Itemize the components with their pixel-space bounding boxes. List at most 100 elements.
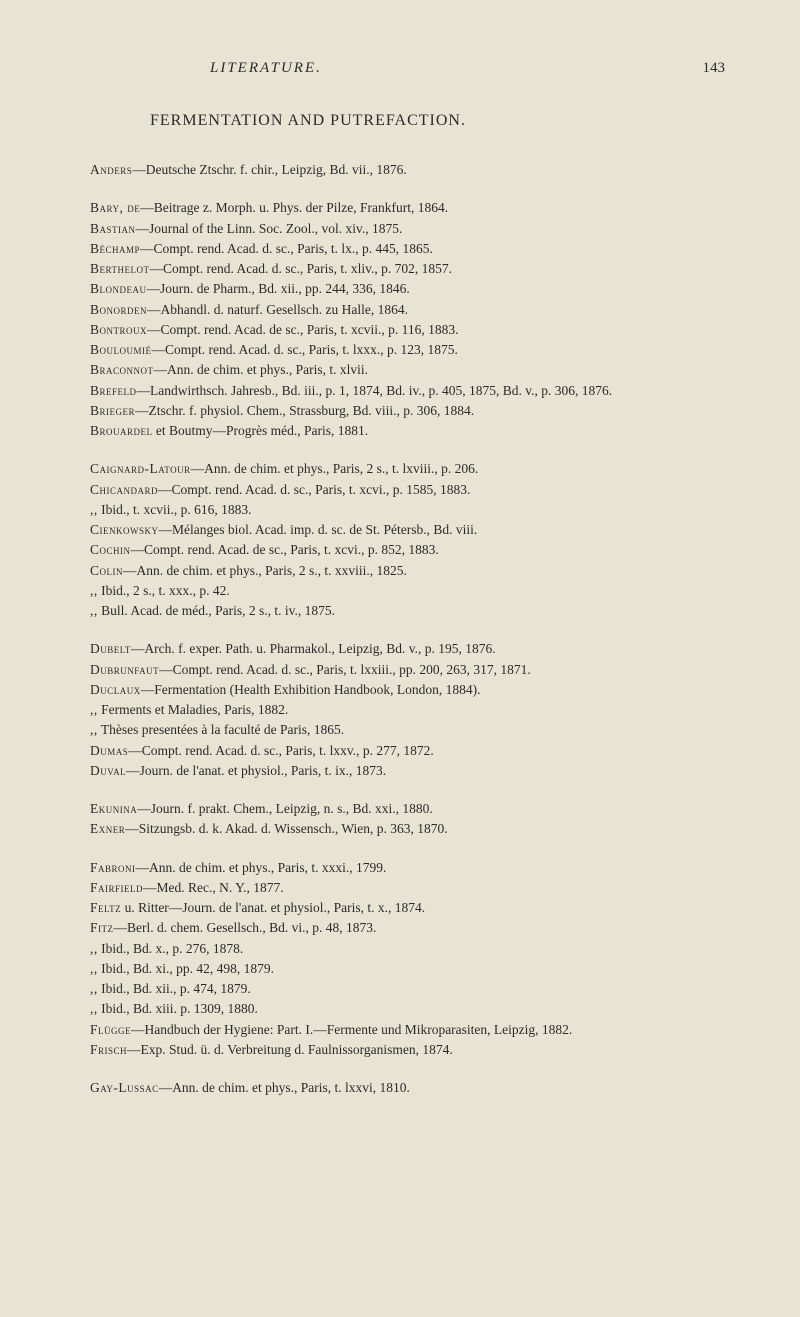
entry-author: Brieger bbox=[90, 403, 135, 418]
entry-citation: —Ann. de chim. et phys., Paris, t. xlvii… bbox=[154, 362, 368, 377]
entry-author: Bouloumié bbox=[90, 342, 152, 357]
entry-citation: —Sitzungsb. d. k. Akad. d. Wissensch., W… bbox=[125, 821, 447, 836]
entry-citation: —Med. Rec., N. Y., 1877. bbox=[143, 880, 284, 895]
bibliography-entry: ,, Ibid., t. xcvii., p. 616, 1883. bbox=[90, 500, 725, 520]
entry-citation: Ibid., Bd. x., p. 276, 1878. bbox=[98, 941, 244, 956]
entry-citation: —Mélanges biol. Acad. imp. d. sc. de St.… bbox=[159, 522, 478, 537]
bibliography-content: Anders—Deutsche Ztschr. f. chir., Leipzi… bbox=[90, 160, 725, 1098]
entry-block: Gay-Lussac—Ann. de chim. et phys., Paris… bbox=[90, 1078, 725, 1098]
bibliography-entry: Colin—Ann. de chim. et phys., Paris, 2 s… bbox=[90, 561, 725, 581]
entry-author: Dumas bbox=[90, 743, 128, 758]
entry-citation: —Compt. rend. Acad. d. sc., Paris, t. lx… bbox=[159, 662, 531, 677]
entry-author: ,, bbox=[90, 981, 98, 996]
entry-author: Frisch bbox=[90, 1042, 127, 1057]
entry-citation: Bull. Acad. de méd., Paris, 2 s., t. iv.… bbox=[98, 603, 335, 618]
bibliography-entry: ,, Bull. Acad. de méd., Paris, 2 s., t. … bbox=[90, 601, 725, 621]
bibliography-entry: Feltz u. Ritter—Journ. de l'anat. et phy… bbox=[90, 898, 725, 918]
entry-citation: Ferments et Maladies, Paris, 1882. bbox=[98, 702, 288, 717]
entry-citation: —Berl. d. chem. Gesellsch., Bd. vi., p. … bbox=[114, 920, 377, 935]
entry-citation: —Compt. rend. Acad. d. sc., Paris, t. xl… bbox=[149, 261, 451, 276]
entry-citation: —Arch. f. exper. Path. u. Pharmakol., Le… bbox=[131, 641, 496, 656]
entry-author: ,, bbox=[90, 941, 98, 956]
entry-citation: et Boutmy—Progrès méd., Paris, 1881. bbox=[153, 423, 369, 438]
page-header: LITERATURE. 143 bbox=[90, 60, 725, 77]
entry-author: Fairfield bbox=[90, 880, 143, 895]
entry-block: Anders—Deutsche Ztschr. f. chir., Leipzi… bbox=[90, 160, 725, 180]
entry-citation: —Beitrage z. Morph. u. Phys. der Pilze, … bbox=[140, 200, 448, 215]
entry-author: Anders bbox=[90, 162, 132, 177]
entry-author: Brouardel bbox=[90, 423, 153, 438]
entry-citation: —Journ. de Pharm., Bd. xii., pp. 244, 33… bbox=[147, 281, 410, 296]
entry-citation: Ibid., Bd. xii., p. 474, 1879. bbox=[98, 981, 251, 996]
bibliography-entry: ,, Ibid., 2 s., t. xxx., p. 42. bbox=[90, 581, 725, 601]
bibliography-entry: ,, Thèses presentées à la faculté de Par… bbox=[90, 720, 725, 740]
entry-citation: —Compt. rend. Acad. d. sc., Paris, t. xc… bbox=[158, 482, 470, 497]
entry-author: ,, bbox=[90, 702, 98, 717]
bibliography-entry: ,, Ibid., Bd. xiii. p. 1309, 1880. bbox=[90, 999, 725, 1019]
bibliography-entry: Duval—Journ. de l'anat. et physiol., Par… bbox=[90, 761, 725, 781]
entry-author: Cochin bbox=[90, 542, 131, 557]
bibliography-entry: Caignard-Latour—Ann. de chim. et phys., … bbox=[90, 459, 725, 479]
section-title: FERMENTATION AND PUTREFACTION. bbox=[150, 112, 725, 130]
entry-citation: —Compt. rend. Acad. de sc., Paris, t. xc… bbox=[147, 322, 458, 337]
entry-citation: —Journ. f. prakt. Chem., Leipzig, n. s.,… bbox=[137, 801, 432, 816]
entry-block: Dubelt—Arch. f. exper. Path. u. Pharmako… bbox=[90, 639, 725, 781]
entry-author: ,, bbox=[90, 961, 98, 976]
bibliography-entry: Béchamp—Compt. rend. Acad. d. sc., Paris… bbox=[90, 239, 725, 259]
entry-author: ,, bbox=[90, 722, 98, 737]
entry-citation: Ibid., Bd. xiii. p. 1309, 1880. bbox=[98, 1001, 258, 1016]
entry-author: Bastian bbox=[90, 221, 136, 236]
entry-citation: —Journal of the Linn. Soc. Zool., vol. x… bbox=[136, 221, 403, 236]
entry-block: Ekunina—Journ. f. prakt. Chem., Leipzig,… bbox=[90, 799, 725, 840]
bibliography-entry: Ekunina—Journ. f. prakt. Chem., Leipzig,… bbox=[90, 799, 725, 819]
entry-author: ,, bbox=[90, 583, 98, 598]
bibliography-entry: Flügge—Handbuch der Hygiene: Part. I.—Fe… bbox=[90, 1020, 725, 1040]
entry-citation: —Fermentation (Health Exhibition Handboo… bbox=[141, 682, 481, 697]
bibliography-entry: Bastian—Journal of the Linn. Soc. Zool.,… bbox=[90, 219, 725, 239]
entry-citation: —Compt. rend. Acad. d. sc., Paris, t. lx… bbox=[152, 342, 458, 357]
entry-author: Dubelt bbox=[90, 641, 131, 656]
bibliography-entry: Blondeau—Journ. de Pharm., Bd. xii., pp.… bbox=[90, 279, 725, 299]
bibliography-entry: Frisch—Exp. Stud. ü. d. Verbreitung d. F… bbox=[90, 1040, 725, 1060]
entry-author: Brefeld bbox=[90, 383, 137, 398]
bibliography-entry: Berthelot—Compt. rend. Acad. d. sc., Par… bbox=[90, 259, 725, 279]
entry-author: Chicandard bbox=[90, 482, 158, 497]
bibliography-entry: ,, Ferments et Maladies, Paris, 1882. bbox=[90, 700, 725, 720]
bibliography-entry: Bouloumié—Compt. rend. Acad. d. sc., Par… bbox=[90, 340, 725, 360]
entry-citation: —Exp. Stud. ü. d. Verbreitung d. Faulnis… bbox=[127, 1042, 453, 1057]
entry-author: ,, bbox=[90, 1001, 98, 1016]
entry-author: Fitz bbox=[90, 920, 114, 935]
entry-author: Cienkowsky bbox=[90, 522, 159, 537]
bibliography-entry: Fairfield—Med. Rec., N. Y., 1877. bbox=[90, 878, 725, 898]
entry-citation: —Ann. de chim. et phys., Paris, t. lxxvi… bbox=[159, 1080, 410, 1095]
bibliography-entry: Bary, de—Beitrage z. Morph. u. Phys. der… bbox=[90, 198, 725, 218]
page-number: 143 bbox=[703, 60, 726, 77]
entry-citation: —Ann. de chim. et phys., Paris, 2 s., t.… bbox=[123, 563, 407, 578]
entry-author: Colin bbox=[90, 563, 123, 578]
entry-citation: —Compt. rend. Acad. d. sc., Paris, t. lx… bbox=[128, 743, 433, 758]
entry-citation: —Compt. rend. Acad. de sc., Paris, t. xc… bbox=[131, 542, 439, 557]
bibliography-entry: Fitz—Berl. d. chem. Gesellsch., Bd. vi.,… bbox=[90, 918, 725, 938]
entry-author: Flügge bbox=[90, 1022, 131, 1037]
entry-citation: —Journ. de l'anat. et physiol., Paris, t… bbox=[126, 763, 386, 778]
bibliography-entry: Gay-Lussac—Ann. de chim. et phys., Paris… bbox=[90, 1078, 725, 1098]
entry-citation: —Handbuch der Hygiene: Part. I.—Fermente… bbox=[131, 1022, 572, 1037]
entry-citation: —Ann. de chim. et phys., Paris, 2 s., t.… bbox=[191, 461, 479, 476]
entry-citation: —Deutsche Ztschr. f. chir., Leipzig, Bd.… bbox=[132, 162, 406, 177]
bibliography-entry: Brefeld—Landwirthsch. Jahresb., Bd. iii.… bbox=[90, 381, 725, 401]
bibliography-entry: ,, Ibid., Bd. x., p. 276, 1878. bbox=[90, 939, 725, 959]
bibliography-entry: Fabroni—Ann. de chim. et phys., Paris, t… bbox=[90, 858, 725, 878]
entry-author: Bonorden bbox=[90, 302, 147, 317]
entry-citation: —Ann. de chim. et phys., Paris, t. xxxi.… bbox=[136, 860, 387, 875]
entry-author: Exner bbox=[90, 821, 125, 836]
entry-block: Fabroni—Ann. de chim. et phys., Paris, t… bbox=[90, 858, 725, 1061]
bibliography-entry: Bonorden—Abhandl. d. naturf. Gesellsch. … bbox=[90, 300, 725, 320]
bibliography-entry: Duclaux—Fermentation (Health Exhibition … bbox=[90, 680, 725, 700]
entry-author: Feltz bbox=[90, 900, 121, 915]
entry-author: Blondeau bbox=[90, 281, 147, 296]
entry-citation: Thèses presentées à la faculté de Paris,… bbox=[98, 722, 344, 737]
entry-author: Braconnot bbox=[90, 362, 154, 377]
bibliography-entry: Cochin—Compt. rend. Acad. de sc., Paris,… bbox=[90, 540, 725, 560]
bibliography-entry: Dubrunfaut—Compt. rend. Acad. d. sc., Pa… bbox=[90, 660, 725, 680]
entry-author: Béchamp bbox=[90, 241, 140, 256]
